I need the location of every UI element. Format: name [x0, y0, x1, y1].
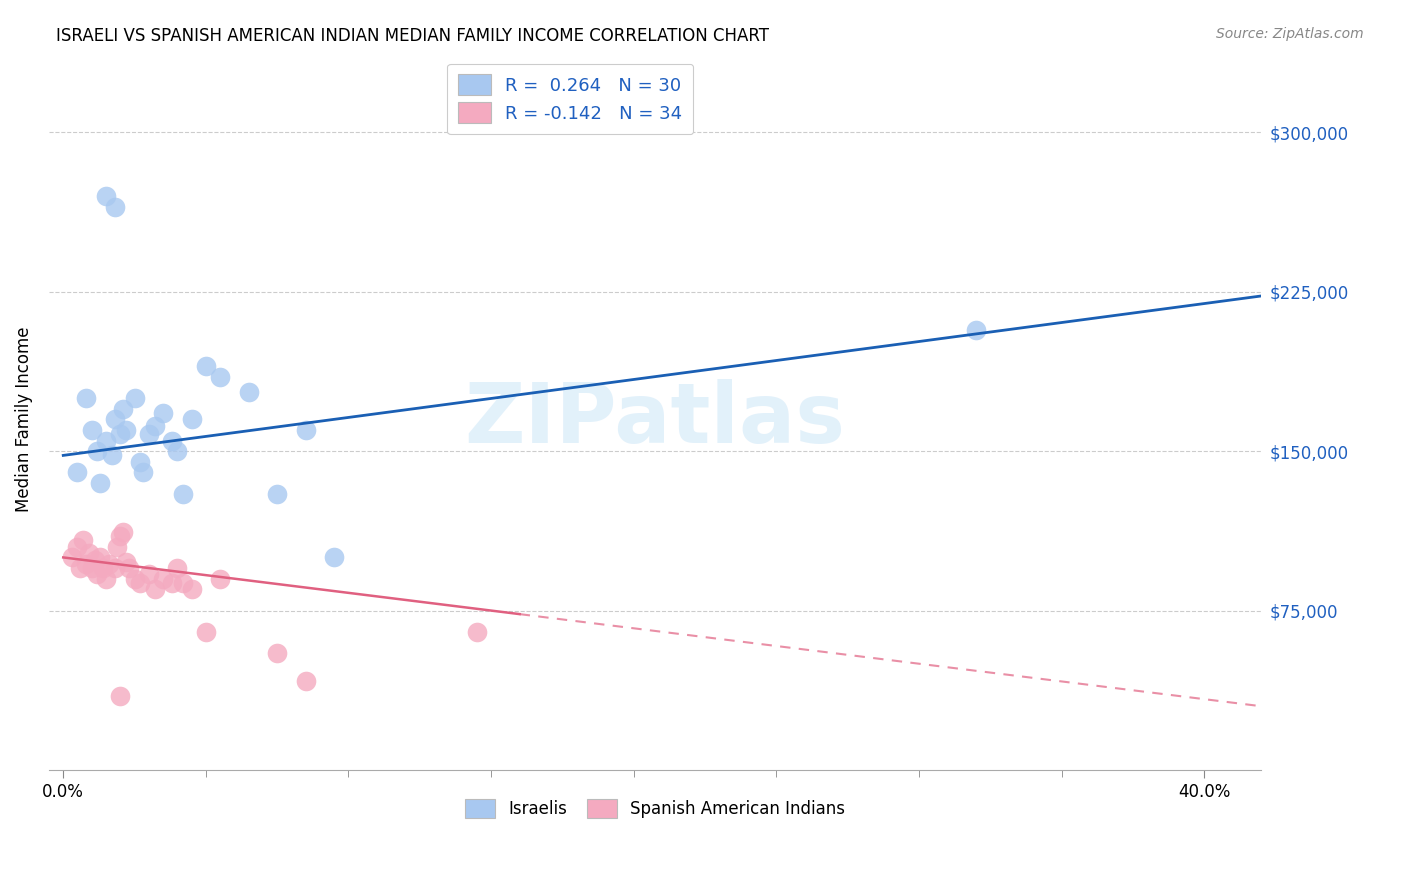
Point	[103, 561, 125, 575]
Point	[80, 561, 103, 575]
Point	[143, 582, 166, 597]
Point	[465, 624, 488, 639]
Point	[160, 576, 183, 591]
Point	[66, 540, 89, 554]
Point	[107, 540, 129, 554]
Point	[115, 555, 138, 569]
Point	[103, 412, 125, 426]
Point	[115, 423, 138, 437]
Point	[166, 444, 188, 458]
Point	[323, 550, 346, 565]
Point	[166, 561, 188, 575]
Point	[110, 427, 132, 442]
Point	[138, 567, 160, 582]
Point	[94, 189, 117, 203]
Text: ISRAELI VS SPANISH AMERICAN INDIAN MEDIAN FAMILY INCOME CORRELATION CHART: ISRAELI VS SPANISH AMERICAN INDIAN MEDIA…	[56, 27, 769, 45]
Point	[75, 557, 97, 571]
Point	[180, 412, 202, 426]
Point	[100, 449, 122, 463]
Text: ZIPatlas: ZIPatlas	[464, 379, 845, 459]
Point	[965, 323, 987, 337]
Point	[66, 466, 89, 480]
Point	[160, 434, 183, 448]
Point	[118, 561, 141, 575]
Point	[180, 582, 202, 597]
Point	[69, 561, 91, 575]
Point	[72, 533, 94, 548]
Point	[80, 423, 103, 437]
Point	[75, 391, 97, 405]
Point	[172, 576, 194, 591]
Point	[129, 576, 152, 591]
Point	[83, 552, 105, 566]
Point	[238, 384, 260, 399]
Point	[209, 369, 232, 384]
Point	[60, 550, 83, 565]
Point	[294, 423, 316, 437]
Point	[94, 572, 117, 586]
Point	[91, 561, 114, 575]
Point	[86, 567, 108, 582]
Y-axis label: Median Family Income: Median Family Income	[15, 326, 32, 512]
Point	[97, 557, 120, 571]
Point	[152, 572, 174, 586]
Point	[138, 427, 160, 442]
Point	[89, 476, 111, 491]
Point	[89, 550, 111, 565]
Point	[94, 434, 117, 448]
Point	[112, 401, 135, 416]
Point	[103, 200, 125, 214]
Point	[132, 466, 155, 480]
Point	[209, 572, 232, 586]
Point	[129, 455, 152, 469]
Point	[110, 689, 132, 703]
Point	[143, 418, 166, 433]
Point	[194, 359, 217, 373]
Point	[112, 524, 135, 539]
Text: Source: ZipAtlas.com: Source: ZipAtlas.com	[1216, 27, 1364, 41]
Point	[194, 624, 217, 639]
Point	[77, 546, 100, 560]
Point	[110, 529, 132, 543]
Point	[294, 673, 316, 688]
Legend: Israelis, Spanish American Indians: Israelis, Spanish American Indians	[458, 792, 852, 825]
Point	[124, 572, 146, 586]
Point	[124, 391, 146, 405]
Point	[172, 486, 194, 500]
Point	[86, 444, 108, 458]
Point	[152, 406, 174, 420]
Point	[266, 486, 288, 500]
Point	[266, 646, 288, 660]
